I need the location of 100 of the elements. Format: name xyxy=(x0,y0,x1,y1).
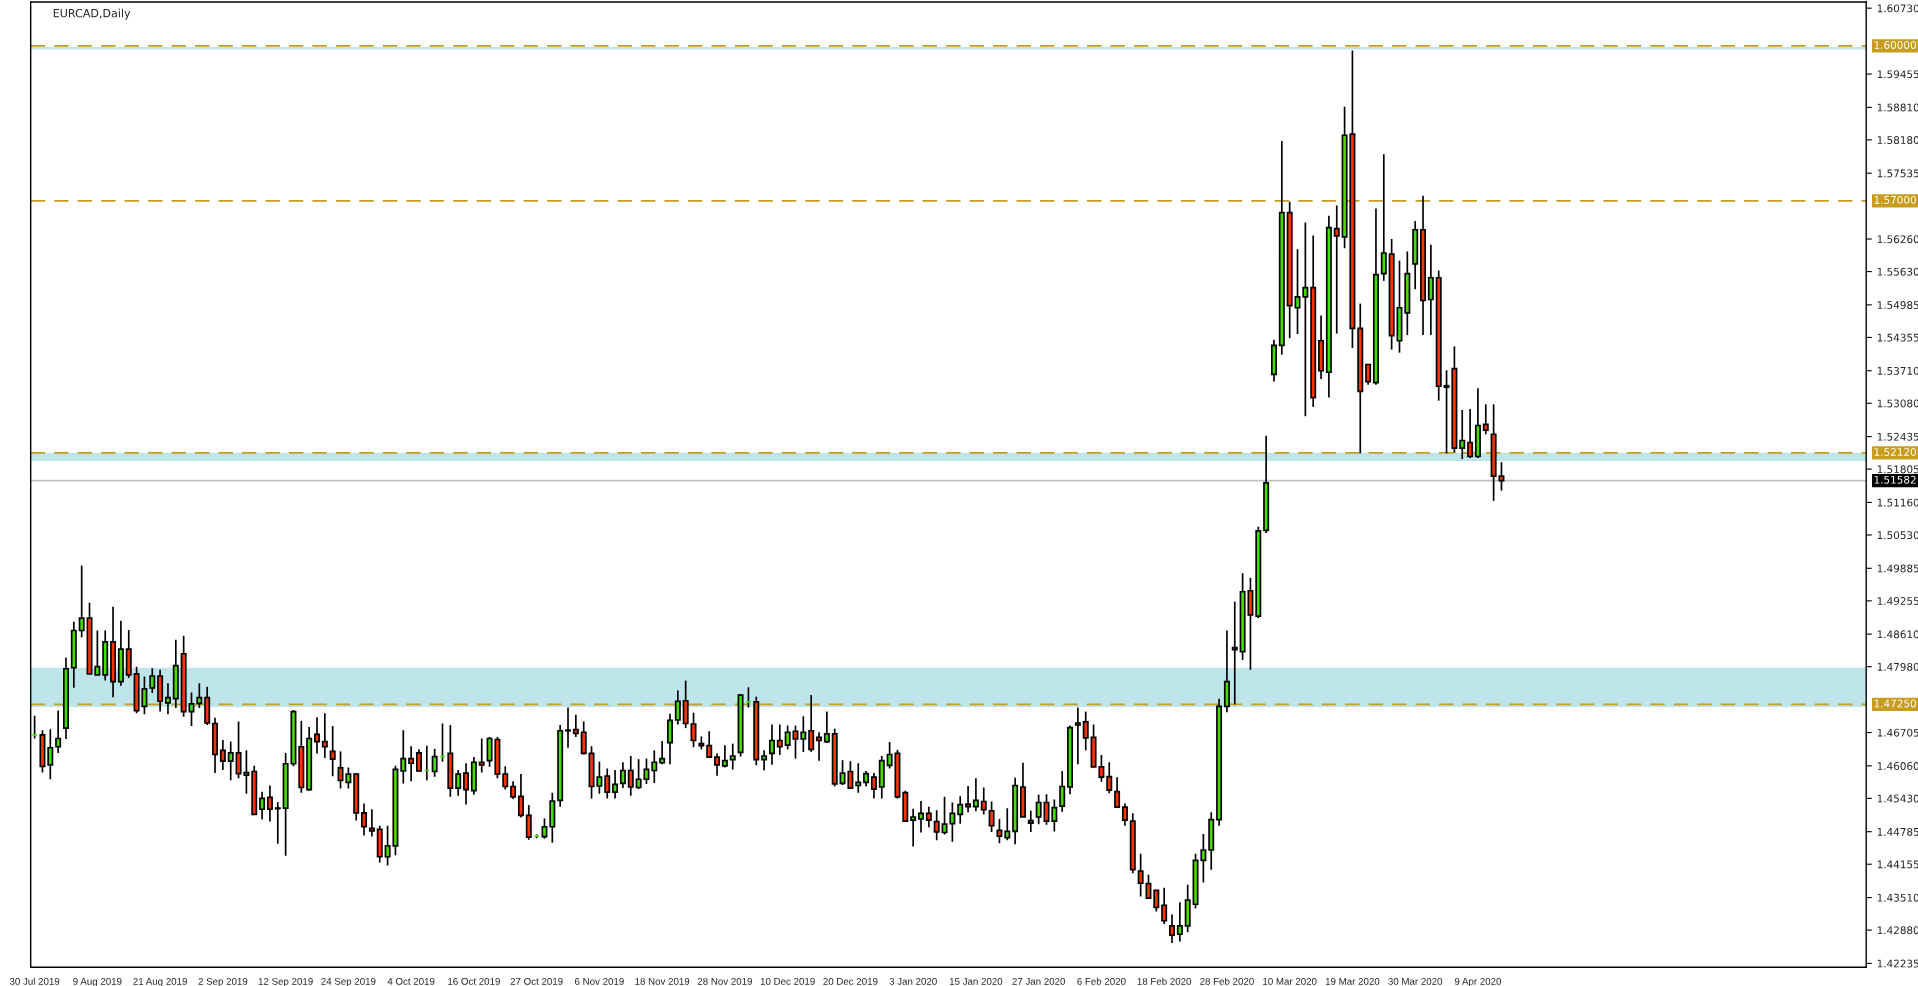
candlestick xyxy=(408,745,415,783)
candlestick xyxy=(219,739,226,771)
candlestick xyxy=(957,795,964,825)
candlestick xyxy=(855,762,862,794)
candlestick xyxy=(784,724,791,751)
candlestick xyxy=(768,723,775,766)
candlestick xyxy=(1059,770,1066,813)
candlestick xyxy=(816,731,823,762)
x-tick-label: 18 Feb 2020 xyxy=(1137,977,1192,985)
candlestick xyxy=(1176,901,1183,943)
x-tick-label: 21 Aug 2019 xyxy=(133,977,187,986)
candlestick xyxy=(933,809,940,842)
candlestick xyxy=(1365,363,1372,386)
candlestick xyxy=(1153,889,1160,913)
y-tick-label: 1.49885 xyxy=(1877,564,1918,573)
y-tick-label: 1.57535 xyxy=(1877,169,1918,178)
x-tick-label: 4 Oct 2019 xyxy=(387,977,435,985)
candlestick xyxy=(361,802,368,837)
x-tick-label: 12 Sep 2019 xyxy=(258,977,313,986)
candlestick xyxy=(149,667,156,694)
candlestick xyxy=(259,790,266,821)
x-tick-label: 27 Oct 2019 xyxy=(510,977,563,985)
candlestick xyxy=(321,712,328,759)
y-tick-label: 1.44155 xyxy=(1877,860,1918,869)
y-tick-label: 1.54355 xyxy=(1877,333,1918,342)
candlestick xyxy=(627,755,634,797)
candlestick xyxy=(690,711,697,749)
x-tick-label: 15 Jan 2020 xyxy=(949,977,1003,985)
y-tick-label: 1.49255 xyxy=(1877,597,1918,605)
x-tick-label: 9 Apr 2020 xyxy=(1454,977,1502,986)
candlestick xyxy=(55,709,62,754)
candlestick xyxy=(1035,793,1042,826)
candlestick xyxy=(400,729,407,785)
candlestick xyxy=(1114,776,1121,808)
y-tick-label: 1.52435 xyxy=(1877,432,1918,441)
candlestick xyxy=(565,706,572,749)
candlestick xyxy=(1333,204,1340,335)
ref-line-label: 1.52120 xyxy=(1874,448,1916,456)
candlestick xyxy=(1467,408,1474,459)
candlestick xyxy=(604,767,611,800)
x-tick-label: 10 Mar 2020 xyxy=(1263,977,1317,985)
candlestick xyxy=(1074,706,1081,766)
x-tick-label: 24 Sep 2019 xyxy=(321,977,376,986)
candlestick xyxy=(761,749,768,772)
x-tick-label: 16 Oct 2019 xyxy=(448,977,500,985)
candlestick xyxy=(870,772,877,800)
candlestick xyxy=(1027,809,1034,833)
candlestick xyxy=(196,682,203,709)
candlestick xyxy=(478,737,485,774)
x-tick-label: 6 Feb 2020 xyxy=(1077,977,1126,985)
candlestick xyxy=(580,720,587,756)
candlestick xyxy=(918,800,924,834)
candlestick xyxy=(1380,153,1387,282)
candlestick xyxy=(980,786,987,816)
candlestick xyxy=(517,773,524,819)
y-tick-label: 1.59455 xyxy=(1877,70,1918,79)
x-tick-label: 19 Mar 2020 xyxy=(1325,977,1380,985)
candlestick xyxy=(823,710,830,744)
y-tick-label: 1.51805 xyxy=(1877,465,1918,474)
x-tick-label: 6 Nov 2019 xyxy=(575,977,624,985)
candlestick xyxy=(1427,243,1434,336)
candlestick xyxy=(729,742,736,771)
candlestick xyxy=(572,713,579,738)
candlestick xyxy=(415,748,422,773)
candlestick xyxy=(666,712,673,766)
x-tick-label: 3 Jan 2020 xyxy=(889,977,937,985)
x-tick-label: 10 Dec 2019 xyxy=(760,977,815,985)
candlestick xyxy=(612,769,619,800)
candlestick xyxy=(706,730,713,759)
ref-line-label: 1.57000 xyxy=(1874,195,1916,204)
x-tick-label: 30 Jul 2019 xyxy=(9,977,60,985)
candlestick xyxy=(455,769,462,797)
candlestick xyxy=(1169,913,1176,944)
x-tick-label: 9 Aug 2019 xyxy=(73,977,122,986)
candlestick xyxy=(1161,886,1168,925)
candlestick xyxy=(266,784,273,823)
candlestick xyxy=(988,800,995,833)
candlestick xyxy=(1231,600,1238,706)
candlestick xyxy=(1004,807,1011,842)
candlestick xyxy=(1482,403,1489,436)
x-tick-label: 30 Mar 2020 xyxy=(1388,977,1443,985)
candlestick xyxy=(502,765,509,791)
x-tick-label: 28 Feb 2020 xyxy=(1200,977,1254,985)
y-tick-label: 1.54985 xyxy=(1877,301,1918,309)
y-tick-label: 1.42235 xyxy=(1877,959,1918,968)
candlestick xyxy=(78,564,85,639)
candlestick xyxy=(965,785,972,814)
ref-line-label: 1.60000 xyxy=(1874,41,1916,49)
candlestick xyxy=(1106,761,1113,795)
candlestick xyxy=(541,817,548,840)
candlestick xyxy=(1459,409,1466,460)
y-tick-label: 1.46705 xyxy=(1877,728,1918,737)
candlestick xyxy=(910,807,917,848)
candlestick xyxy=(808,694,815,753)
candlestick xyxy=(800,715,807,753)
candlestick xyxy=(274,801,281,845)
candlestick xyxy=(431,747,438,778)
candlestick xyxy=(329,725,336,778)
x-tick-label: 2 Sep 2019 xyxy=(198,977,248,986)
candlestick xyxy=(1121,802,1128,827)
